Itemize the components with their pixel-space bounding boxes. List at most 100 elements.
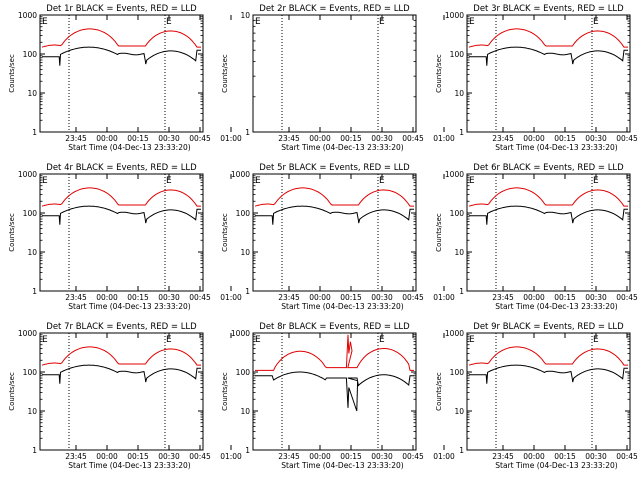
plot-frame (39, 332, 204, 451)
x-axis-label: Start Time (04-Dec-13 23:33:20) (68, 302, 190, 311)
x-axis-label: Start Time (04-Dec-13 23:33:20) (495, 143, 617, 152)
x-tick-label: 00:15 (340, 134, 362, 143)
x-tick-label: 00:45 (616, 293, 638, 302)
x-tick-label: 01:00 (220, 134, 242, 143)
x-tick-label: 00:30 (158, 134, 180, 143)
x-tick-label: 01:00 (220, 293, 242, 302)
y-tick-label: 1 (32, 446, 37, 455)
y-tick-label: 100 (450, 209, 465, 218)
events-series-line (255, 205, 414, 225)
x-tick-label: 01:00 (433, 452, 455, 461)
y-axis-label: Counts/sec (221, 213, 229, 252)
lld-series-line (468, 187, 628, 207)
x-tick-label: 00:15 (127, 452, 149, 461)
event-marker-label: E (166, 17, 172, 27)
x-tick-label: 00:00 (96, 452, 118, 461)
y-tick-label: 100 (236, 209, 251, 218)
plot-frame (252, 332, 417, 451)
lld-series-line (41, 187, 201, 207)
x-tick-label: 00:30 (371, 134, 393, 143)
x-tick-label: 00:00 (523, 134, 545, 143)
y-tick-label: 1 (459, 446, 464, 455)
x-axis-label: Start Time (04-Dec-13 23:33:20) (68, 143, 190, 152)
y-tick-label: 10 (454, 248, 464, 257)
y-tick-label: 10 (240, 11, 250, 20)
y-tick-label: 1 (32, 128, 37, 137)
x-tick-label: 00:45 (402, 452, 424, 461)
y-tick-label: 100 (23, 50, 38, 59)
plot-frame (466, 332, 631, 451)
events-series-line (42, 46, 201, 66)
y-axis-label: Counts/sec (8, 372, 16, 411)
y-tick-label: 100 (450, 50, 465, 59)
y-tick-label: 10 (240, 407, 250, 416)
chart-panel: Det 5r BLACK = Events, RED = LLD 1 10 100 10… (221, 163, 455, 311)
y-tick-label: 1000 (18, 11, 37, 20)
x-tick-label: 00:45 (402, 293, 424, 302)
x-tick-label: 00:30 (158, 452, 180, 461)
event-marker-label: E (379, 335, 385, 345)
x-tick-label: 23:45 (278, 134, 300, 143)
y-tick-label: 1 (245, 287, 250, 296)
lld-series-line (41, 28, 201, 48)
event-marker-label: E (166, 335, 172, 345)
x-axis-label: Start Time (04-Dec-13 23:33:20) (495, 461, 617, 470)
y-tick-label: 100 (23, 368, 38, 377)
events-series-line (255, 371, 414, 412)
event-marker-label: E (469, 17, 475, 27)
x-tick-label: 00:00 (523, 452, 545, 461)
y-tick-label: 1000 (231, 329, 250, 338)
x-tick-label: 23:45 (278, 293, 300, 302)
plot-frame (466, 14, 631, 133)
chart-title: Det 1r BLACK = Events, RED = LLD (46, 4, 197, 14)
lld-series-line (468, 28, 628, 48)
chart-title: Det 6r BLACK = Events, RED = LLD (473, 163, 624, 173)
event-marker-label: E (469, 335, 475, 345)
x-tick-label: 00:00 (309, 452, 331, 461)
y-axis-label: Counts/sec (435, 54, 443, 93)
chart-title: Det 5r BLACK = Events, RED = LLD (259, 163, 410, 173)
x-tick-label: 00:30 (371, 293, 393, 302)
y-tick-label: 1000 (445, 11, 464, 20)
chart-panel: Det 1r BLACK = Events, RED = LLD 1 10 100 10… (8, 4, 242, 152)
y-tick-label: 100 (23, 209, 38, 218)
x-tick-label: 00:15 (554, 293, 576, 302)
x-tick-label: 00:30 (585, 452, 607, 461)
y-tick-label: 1 (459, 128, 464, 137)
y-tick-label: 1 (245, 446, 250, 455)
chart-panel: Det 2r BLACK = Events, RED = LLD 1 10 Count… (221, 4, 455, 152)
y-axis-label: Counts/sec (221, 372, 229, 411)
events-series-line (469, 364, 628, 384)
y-tick-label: 100 (236, 368, 251, 377)
y-tick-label: 10 (27, 89, 37, 98)
x-tick-label: 23:45 (65, 452, 87, 461)
y-axis-label: Counts/sec (435, 213, 443, 252)
chart-title: Det 4r BLACK = Events, RED = LLD (46, 163, 197, 173)
plot-frame (252, 173, 417, 292)
x-tick-label: 00:45 (616, 134, 638, 143)
x-tick-label: 00:30 (585, 293, 607, 302)
lld-series-line (41, 346, 201, 366)
y-axis-label: Counts/sec (221, 54, 229, 93)
y-tick-label: 10 (240, 248, 250, 257)
event-marker-label: E (593, 176, 599, 186)
x-tick-label: 00:45 (616, 452, 638, 461)
chart-panel: Det 6r BLACK = Events, RED = LLD 1 10 100 10… (435, 163, 638, 311)
x-tick-label: 23:45 (278, 452, 300, 461)
chart-title: Det 7r BLACK = Events, RED = LLD (46, 322, 197, 332)
y-tick-label: 1000 (18, 170, 37, 179)
event-marker-label: E (379, 176, 385, 186)
y-axis-label: Counts/sec (8, 213, 16, 252)
events-series-line (42, 205, 201, 225)
x-tick-label: 01:00 (433, 134, 455, 143)
x-axis-label: Start Time (04-Dec-13 23:33:20) (281, 461, 403, 470)
y-tick-label: 1000 (445, 170, 464, 179)
event-marker-label: E (42, 335, 48, 345)
x-tick-label: 23:45 (65, 134, 87, 143)
y-tick-label: 10 (454, 89, 464, 98)
y-tick-label: 10 (27, 248, 37, 257)
x-axis-label: Start Time (04-Dec-13 23:33:20) (281, 143, 403, 152)
x-tick-label: 00:15 (127, 293, 149, 302)
x-tick-label: 01:00 (433, 293, 455, 302)
chart-title: Det 2r BLACK = Events, RED = LLD (259, 4, 410, 14)
